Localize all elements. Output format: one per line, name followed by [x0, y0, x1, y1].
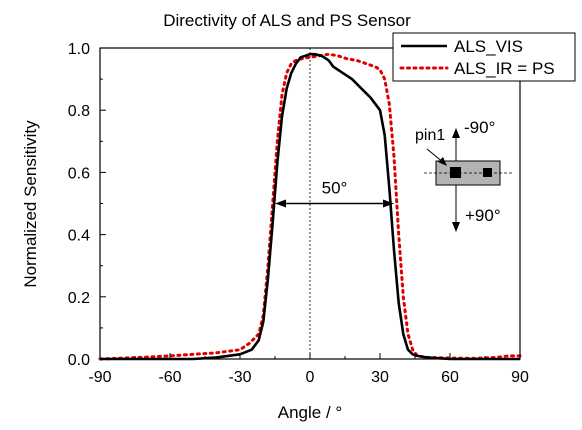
- y-tick-label: 0.2: [68, 290, 90, 307]
- x-tick-label: -60: [158, 369, 181, 386]
- series-layer: [98, 52, 522, 361]
- beam-width-arrow-right-head: [383, 199, 394, 208]
- y-tick-label: 0.6: [68, 165, 90, 182]
- x-axis-label: Angle / °: [278, 403, 342, 422]
- y-axis-label: Normalized Sensitivity: [21, 120, 40, 288]
- diagram-arrow-down-head: [452, 222, 460, 232]
- x-axis: -90 -60 -30 0 30 60 90: [88, 353, 529, 386]
- angle-minus-label: -90°: [464, 118, 495, 137]
- series-line-als-ir: [98, 52, 522, 361]
- x-tick-label: 60: [441, 369, 459, 386]
- y-tick-label: 0.8: [68, 103, 90, 120]
- beam-width-annotation: 50°: [275, 179, 394, 208]
- pin1-marker: [450, 167, 461, 178]
- x-tick-label: 30: [371, 369, 389, 386]
- x-tick-label: -30: [228, 369, 251, 386]
- x-tick-label: -90: [88, 369, 111, 386]
- y-tick-label: 1.0: [68, 41, 90, 58]
- pin1-pointer-head: [438, 157, 447, 166]
- angle-plus-label: +90°: [465, 206, 501, 225]
- sensor-marker: [483, 168, 492, 177]
- pin1-label: pin1: [415, 127, 445, 144]
- legend-frame: [392, 32, 576, 82]
- x-tick-label: 0: [306, 369, 315, 386]
- diagram-arrow-up-head: [452, 128, 460, 138]
- series-line-als-vis: [100, 52, 520, 361]
- chart-legend: ALS_VIS ALS_IR = PS: [392, 32, 576, 82]
- legend-label-als-vis: ALS_VIS: [454, 37, 523, 56]
- legend-label-als-ir: ALS_IR = PS: [454, 59, 555, 78]
- y-tick-label: 0.0: [68, 352, 90, 369]
- y-axis: 0.0 0.2 0.4 0.6 0.8 1.0: [68, 41, 106, 369]
- chart-title: Directivity of ALS and PS Sensor: [163, 11, 411, 30]
- beam-width-arrow-left-head: [275, 199, 286, 208]
- beam-width-label: 50°: [322, 179, 348, 198]
- y-tick-label: 0.4: [68, 228, 90, 245]
- pin-orientation-diagram: pin1 -90° +90°: [415, 118, 512, 232]
- x-tick-label: 90: [511, 369, 529, 386]
